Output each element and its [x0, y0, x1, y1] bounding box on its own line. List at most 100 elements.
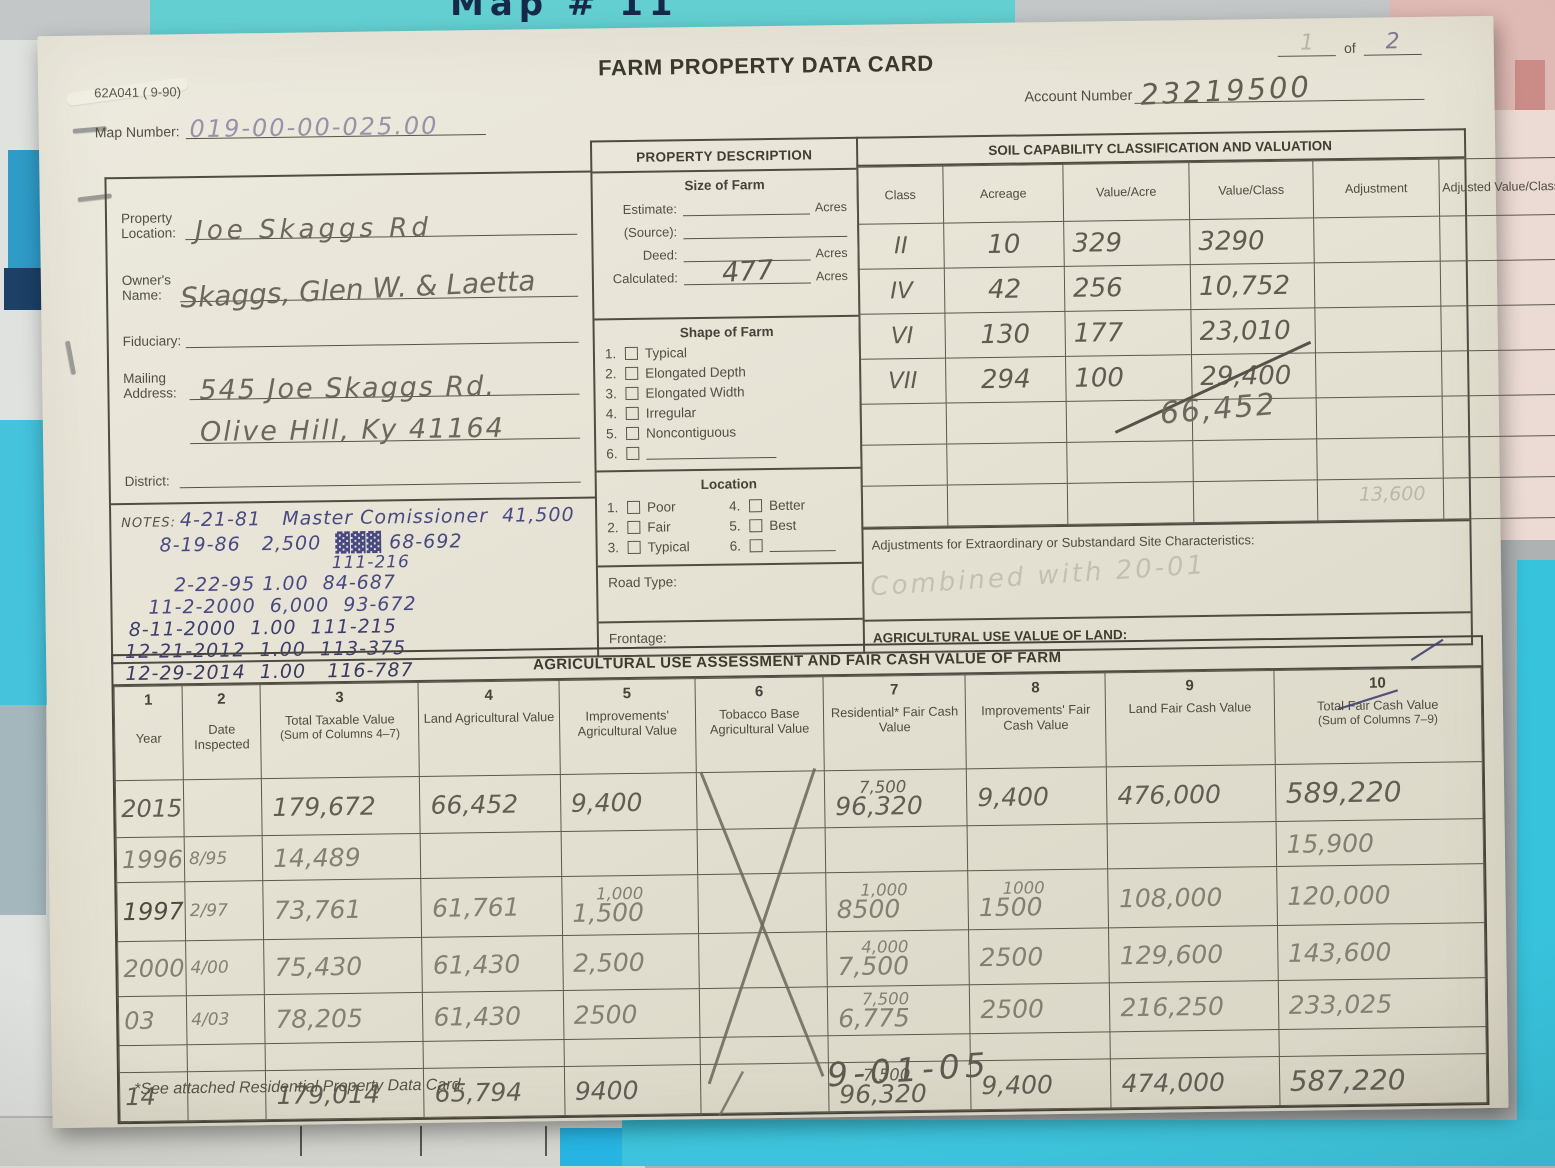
shape-option: 1. Typical [604, 345, 688, 362]
checkbox-icon [625, 406, 639, 421]
calculated-line: 477 [683, 255, 812, 289]
shape-of-farm-block: Shape of Farm 1. Typical 2. Elongated Dept… [594, 322, 861, 473]
page-of-label: of [1343, 39, 1356, 56]
mailing-address-label: Mailing Address: [123, 370, 177, 402]
shape-option: 3. Elongated Width [605, 384, 745, 402]
sticky-note-text: Map # 11 [450, 0, 679, 24]
ag-assessment-section: AGRICULTURAL USE ASSESSMENT AND FAIR CAS… [111, 635, 1490, 1125]
owner-name-value: Skaggs, Glen W. & Laetta [179, 264, 537, 315]
mailing-address-line1: 545 Joe Skaggs Rd. [189, 371, 580, 406]
source-row: (Source): [603, 222, 848, 241]
checkbox-icon [626, 500, 641, 515]
property-description-box: PROPERTY DESCRIPTION Size of Farm Estima… [589, 136, 866, 658]
soil-col-value-acre: Value/Acre [1062, 162, 1190, 222]
owner-info-box: Property Location: Joe Skaggs Rd Owner's… [104, 170, 600, 686]
district-field: District: [124, 463, 581, 490]
ag-col-2: 2 Date Inspected [182, 684, 262, 780]
location-option: 2. Fair [607, 519, 671, 536]
fiduciary-line [185, 327, 579, 349]
mailing-address-value2: Olive Hill, Ky 41164 [199, 412, 506, 448]
adjustments-block: Adjustments for Extraordinary or Substan… [861, 519, 1471, 620]
checkbox-icon [626, 446, 640, 461]
acres-label: Acres [814, 199, 848, 215]
mailing-address-value1: 545 Joe Skaggs Rd. [199, 370, 497, 406]
ag-col-9: 9 Land Fair Cash Value [1105, 670, 1275, 767]
soil-col-adjusted: Adjusted Value/Class [1438, 157, 1555, 217]
soil-col-adjustment: Adjustment [1312, 159, 1440, 218]
ag-col-7: 7 Residential* Fair Cash Value [822, 674, 967, 771]
background-paper [1517, 560, 1555, 1130]
owner-name-field: Owner's Name: Skaggs, Glen W. & Laetta [121, 257, 579, 314]
location-option: 1. Poor [606, 499, 676, 516]
property-location-line: Joe Skaggs Rd [185, 213, 578, 246]
background-paper [4, 268, 44, 310]
ag-col-6: 6 Tobacco Base Agricultural Value [694, 676, 825, 773]
location-option: 6. [730, 537, 852, 554]
paper-grid-line [300, 1126, 302, 1156]
location-option: 4. Better [728, 497, 806, 514]
shape-option-6-line [646, 444, 777, 460]
owner-name-label: Owner's Name: [121, 272, 172, 304]
ag-col-8: 8 Improvements' Fair Cash Value [965, 672, 1107, 769]
account-number-line: 23219500 [1134, 68, 1425, 112]
checkbox-icon [625, 426, 640, 441]
source-label: (Source): [623, 224, 678, 241]
location-option-6-line [769, 538, 836, 553]
road-type-label: Road Type: [608, 574, 678, 591]
checkbox-icon [624, 346, 639, 361]
frontage-label: Frontage: [608, 630, 667, 647]
location-title: Location [700, 476, 757, 493]
road-type-block: Road Type: [597, 563, 863, 624]
paper-grid-line [545, 1126, 547, 1156]
mailing-address-line2: Olive Hill, Ky 41164 [189, 413, 581, 448]
calculated-value: 477 [720, 254, 775, 290]
background-paper [0, 705, 46, 915]
ag-col-1: 1 Year [114, 685, 184, 781]
notes-label: NOTES: [121, 515, 177, 532]
shape-option: 5. Noncontiguous [605, 424, 737, 442]
checkbox-icon [627, 540, 641, 555]
soil-faint-adjusted-value: 13,600 [1358, 482, 1426, 506]
soil-classification-box: SOIL CAPABILITY CLASSIFICATION AND VALUA… [855, 128, 1555, 655]
soil-col-acreage: Acreage [942, 164, 1064, 224]
calculated-label: Calculated: [612, 270, 678, 287]
adjustments-faint-note: Combined with 20-01 [869, 550, 1208, 603]
estimate-line [682, 201, 811, 217]
page-total: 2 [1385, 29, 1400, 55]
account-number-row: Account Number 23219500 [1024, 68, 1425, 112]
location-option: 5. Best [729, 517, 797, 534]
ag-assessment-table: 1 Year 2 Date Inspected 3 Total Taxable Val… [114, 667, 1488, 1122]
page-indicator: 1 of 2 [1277, 28, 1422, 57]
estimate-label: Estimate: [622, 201, 678, 218]
soil-table: Class Acreage Value/Acre Value/Class Adj… [856, 157, 1555, 528]
calculated-row: Calculated: 477 Acres [604, 255, 848, 289]
ag-col-5: 5 Improvements' Agricultural Value [558, 678, 697, 775]
mailing-address-field2: Olive Hill, Ky 41164 [189, 413, 581, 448]
staple [65, 340, 77, 375]
fiduciary-label: Fiduciary: [122, 333, 182, 350]
property-location-field: Property Location: Joe Skaggs Rd [121, 191, 578, 246]
checkbox-icon [748, 499, 763, 513]
soil-col-value-class: Value/Class [1188, 160, 1314, 220]
soil-header-row: Class Acreage Value/Acre Value/Class Adj… [856, 157, 1555, 225]
deed-label: Deed: [642, 247, 678, 263]
mailing-address-field: Mailing Address: 545 Joe Skaggs Rd. [123, 355, 580, 406]
location-block: Location 1. Poor 2. Fair 3. Typical 4. Bette… [596, 474, 862, 568]
map-number-row: Map Number: 019-00-00-025.00 [95, 107, 486, 144]
fiduciary-field: Fiduciary: [123, 323, 579, 349]
ag-col-10: 10 Total Fair Cash Value (Sum of Columns 7… [1273, 667, 1483, 765]
checkbox-icon [625, 366, 639, 381]
farm-property-data-card: 62A041 ( 9-90) FARM PROPERTY DATA CARD 1… [37, 15, 1555, 1129]
source-line [683, 223, 848, 240]
property-description-title: PROPERTY DESCRIPTION [591, 138, 857, 174]
shape-option: 6. [606, 443, 850, 461]
account-number-label: Account Number [1024, 87, 1133, 106]
size-of-farm-block: Size of Farm Estimate: Acres (Source): D… [592, 175, 859, 321]
acres-label: Acres [815, 268, 848, 284]
acres-label: Acres [815, 245, 848, 261]
ag-col-4: 4 Land Agricultural Value [418, 680, 560, 777]
map-number-value: 019-00-00-025.00 [189, 111, 439, 144]
property-location-value: Joe Skaggs Rd [194, 212, 433, 247]
adjustments-label: Adjustments for Extraordinary or Substan… [871, 532, 1255, 553]
district-label: District: [124, 473, 170, 490]
